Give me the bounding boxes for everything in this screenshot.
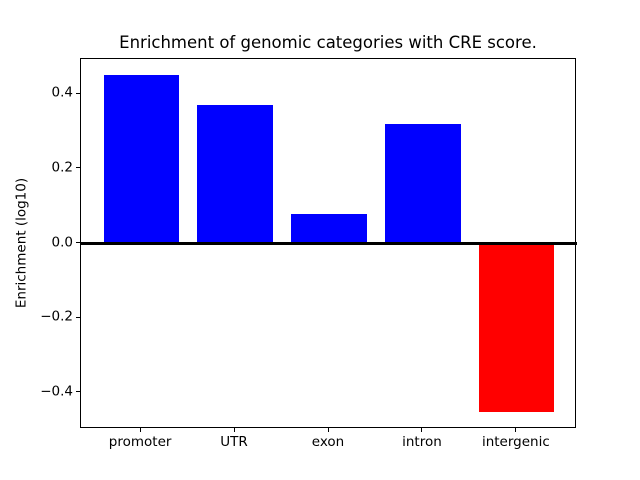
- x-tick-mark: [139, 427, 141, 432]
- zero-line: [81, 242, 577, 245]
- x-tick-mark: [233, 427, 235, 432]
- chart-title: Enrichment of genomic categories with CR…: [119, 33, 537, 52]
- y-tick-label: 0.2: [51, 159, 73, 175]
- plot-area: [80, 57, 577, 428]
- x-tick-label-exon: exon: [311, 433, 345, 450]
- y-tick-mark: [76, 167, 80, 169]
- bar-exon: [291, 213, 367, 244]
- bar-intron: [385, 123, 461, 244]
- y-tick-mark: [76, 92, 80, 94]
- x-tick-label-intergenic: intergenic: [481, 433, 550, 450]
- x-tick-mark: [327, 427, 329, 432]
- y-tick-label: 0.4: [51, 84, 73, 101]
- x-tick-label-intron: intron: [402, 433, 442, 450]
- y-tick-mark: [76, 316, 80, 318]
- x-tick-mark: [515, 427, 517, 432]
- y-tick-mark: [76, 391, 80, 393]
- bar-promoter: [103, 75, 179, 244]
- x-tick-label-UTR: UTR: [220, 433, 248, 450]
- bar-intergenic: [479, 243, 555, 412]
- x-tick-label-promoter: promoter: [108, 433, 172, 450]
- y-tick-label: −0.4: [40, 383, 73, 400]
- x-tick-mark: [421, 427, 423, 432]
- y-axis-label: Enrichment (log10): [13, 177, 30, 308]
- bar-UTR: [197, 105, 273, 244]
- y-tick-label: −0.2: [40, 308, 73, 325]
- y-tick-label: 0.0: [51, 233, 73, 250]
- y-tick-mark: [76, 242, 80, 243]
